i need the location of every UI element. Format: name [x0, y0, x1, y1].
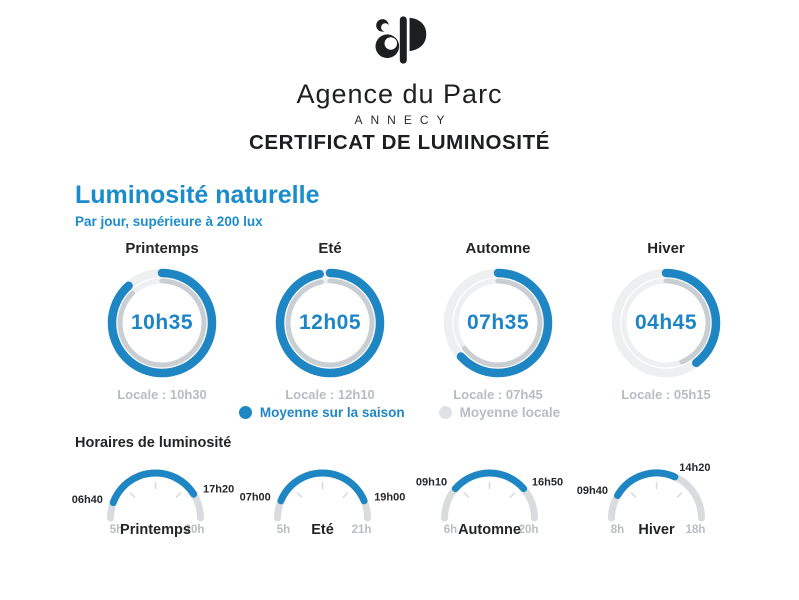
hours-gauge-eté: 07h00 19h00 5h 21h Eté: [239, 444, 406, 545]
legend-item-1: Moyenne locale: [438, 405, 561, 420]
tick-mark: [296, 492, 303, 499]
certificate-title: CERTIFICAT DE LUMINOSITÉ: [248, 131, 550, 154]
axis-min-label: 6h: [444, 524, 457, 536]
end-time-label: 14h20: [679, 462, 710, 474]
hours-section-heading: Horaires de luminosité: [75, 435, 232, 451]
axis-max-label: 18h: [686, 524, 706, 536]
donut-gauge-svg: [107, 268, 217, 378]
hours-gauge-automne: 09h10 16h50 6h 20h Automne: [406, 444, 573, 545]
season-gauge-hiver: Hiver 04h45 Locale : 05h15: [582, 240, 750, 402]
axis-max-label: 20h: [185, 524, 205, 536]
hours-track: [107, 469, 204, 522]
season-value: 10h35: [130, 311, 194, 334]
daylight-arc: [109, 469, 198, 507]
tick-mark: [630, 492, 637, 499]
legend-label: Moyenne sur la saison: [259, 405, 405, 420]
season-gauge-printemps: Printemps 10h35 Locale : 10h30: [78, 240, 246, 402]
start-time-label: 09h10: [416, 477, 447, 489]
tick-mark: [175, 492, 182, 499]
legend-dot-icon: [438, 406, 452, 419]
season-gauge-automne: Automne 07h35 Locale : 07h45: [414, 240, 582, 402]
season-name-label: Eté: [311, 522, 334, 538]
daily-section-heading: Luminosité naturelle: [75, 181, 320, 209]
daily-section-subheading: Par jour, supérieure à 200 lux: [75, 214, 263, 229]
hours-gauge-svg: 07h00 19h00 5h 21h Eté: [240, 469, 405, 538]
locale-arc: [117, 278, 207, 368]
hours-track: [441, 469, 538, 522]
axis-max-label: 20h: [519, 524, 539, 536]
legend: Moyenne sur la saison Moyenne locale: [0, 405, 799, 420]
donut-gauge: 12h05: [272, 265, 388, 381]
hours-gauge-row: 06h40 17h20 5h 20h Printemps 07h00 19h00 5h 21h E…: [72, 444, 744, 545]
tick-mark: [463, 492, 470, 499]
season-arc: [443, 268, 553, 378]
donut-gauge: 10h35: [104, 265, 220, 381]
season-title: Printemps: [125, 240, 199, 257]
axis-min-label: 5h: [277, 524, 290, 536]
season-arc: [107, 268, 217, 378]
donut-gauge-svg: [275, 268, 385, 378]
season-title: Automne: [465, 240, 531, 257]
season-value: 07h35: [466, 311, 530, 334]
season-value: 04h45: [634, 311, 698, 334]
ap-monogram-icon: [375, 16, 426, 64]
hours-track: [274, 469, 371, 522]
tick-mark: [129, 492, 136, 499]
donut-gauge-svg: [611, 268, 721, 378]
axis-max-label: 21h: [352, 524, 372, 536]
season-gauge-row: Printemps 10h35 Locale : 10h30 Eté 12h05 Loca…: [78, 240, 750, 402]
end-time-label: 16h50: [532, 477, 563, 489]
start-time-label: 06h40: [72, 494, 103, 506]
agency-name: Agence du Parc: [296, 79, 503, 109]
donut-gauge-svg: [443, 268, 553, 378]
locale-arc: [621, 278, 711, 368]
tick-mark: [342, 492, 349, 499]
season-arc: [275, 268, 385, 378]
season-name-label: Printemps: [120, 522, 191, 538]
daylight-arc: [277, 469, 368, 505]
donut-gauge: 07h35: [440, 265, 556, 381]
season-title: Eté: [318, 240, 342, 257]
legend-item-0: Moyenne sur la saison: [238, 405, 405, 420]
tick-mark: [676, 492, 683, 499]
locale-value-label: Locale : 05h15: [621, 387, 711, 402]
legend-label: Moyenne locale: [459, 405, 561, 420]
season-gauge-eté: Eté 12h05 Locale : 12h10: [246, 240, 414, 402]
season-arc: [611, 268, 721, 378]
axis-min-label: 5h: [110, 524, 123, 536]
tick-mark: [509, 492, 516, 499]
end-time-label: 19h00: [374, 492, 405, 504]
agency-city: ANNECY: [354, 113, 453, 127]
hours-gauge-hiver: 09h40 14h20 8h 18h Hiver: [573, 444, 740, 545]
axis-min-label: 8h: [611, 524, 624, 536]
daylight-arc: [451, 469, 528, 493]
season-title: Hiver: [647, 240, 685, 257]
hours-track: [608, 469, 705, 522]
hours-gauge-printemps: 06h40 17h20 5h 20h Printemps: [72, 444, 239, 545]
start-time-label: 07h00: [240, 492, 271, 504]
season-value: 12h05: [298, 311, 362, 334]
locale-arc: [285, 278, 375, 368]
donut-gauge: 04h45: [608, 265, 724, 381]
season-name-label: Automne: [458, 522, 521, 538]
start-time-label: 09h40: [577, 485, 608, 497]
locale-value-label: Locale : 07h45: [453, 387, 543, 402]
season-name-label: Hiver: [638, 522, 675, 538]
hours-gauge-svg: 09h40 14h20 8h 18h Hiver: [577, 462, 711, 538]
end-time-label: 17h20: [203, 483, 234, 495]
locale-value-label: Locale : 10h30: [117, 387, 207, 402]
agency-logo: Agence du Parc ANNECY: [0, 8, 799, 127]
daylight-arc: [614, 469, 679, 499]
legend-dot-icon: [238, 406, 252, 419]
locale-value-label: Locale : 12h10: [285, 387, 375, 402]
locale-arc: [453, 278, 543, 368]
